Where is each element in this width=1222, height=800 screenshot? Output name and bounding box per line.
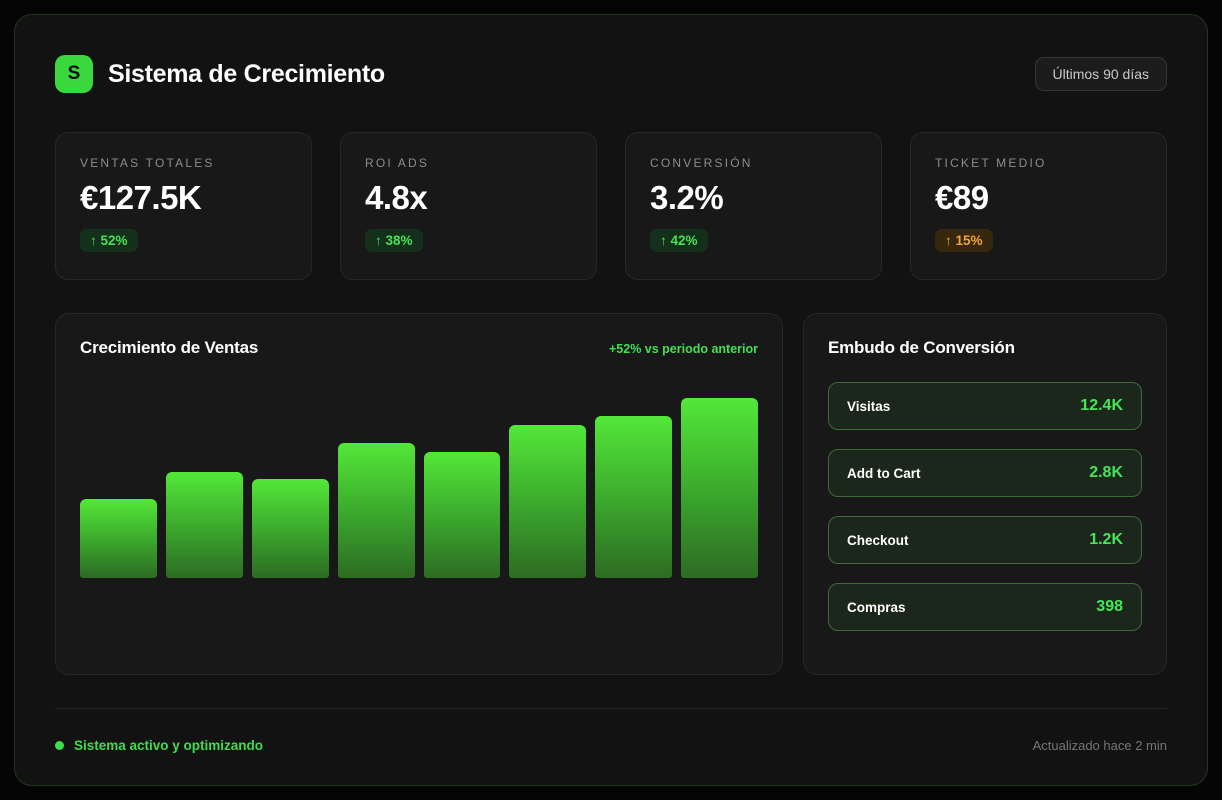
app-logo: S	[55, 55, 93, 93]
kpi-value: 4.8x	[365, 179, 428, 216]
funnel-stage-value: 398	[1096, 598, 1123, 615]
kpi-value: €127.5K	[80, 179, 202, 216]
status-text: Sistema activo y optimizando	[74, 738, 264, 753]
chart-bar	[423, 452, 501, 578]
status-dot-icon	[55, 741, 64, 750]
kpi-card-ventas-totales: VENTAS TOTALES €127.5K ↑ 52%	[55, 132, 312, 280]
funnel-stage-checkout: Checkout 1.2K	[828, 516, 1142, 564]
funnel-list: Visitas 12.4K Add to Cart 2.8K Checkout …	[828, 382, 1142, 631]
funnel-stage-visitas: Visitas 12.4K	[828, 382, 1142, 430]
funnel-stage-label: Checkout	[847, 532, 909, 548]
chart-bar	[681, 398, 758, 578]
footer: Sistema activo y optimizando Actualizado…	[55, 708, 1167, 753]
kpi-delta-badge: ↑ 52%	[80, 229, 138, 252]
kpi-label: VENTAS TOTALES	[80, 156, 215, 170]
chart-bar	[80, 498, 157, 578]
bar-chart	[80, 398, 758, 578]
kpi-card-ticket-medio: TICKET MEDIO €89 ↑ 15%	[910, 132, 1167, 280]
chart-bar	[509, 425, 587, 578]
chart-comparison-note: +52% vs periodo anterior	[608, 342, 758, 356]
sales-growth-panel: Crecimiento de Ventas +52% vs periodo an…	[55, 313, 783, 675]
kpi-label: CONVERSIÓN	[650, 156, 753, 170]
page-title: Sistema de Crecimiento	[108, 59, 385, 88]
dashboard-container: S Sistema de Crecimiento Últimos 90 días…	[14, 14, 1208, 786]
funnel-stage-label: Compras	[847, 599, 906, 615]
kpi-delta-badge: ↑ 42%	[650, 229, 708, 252]
kpi-value: 3.2%	[650, 179, 724, 216]
kpi-card-conversion: CONVERSIÓN 3.2% ↑ 42%	[625, 132, 882, 280]
kpi-row: VENTAS TOTALES €127.5K ↑ 52% ROI ADS 4.8…	[55, 132, 1167, 280]
funnel-stage-value: 12.4K	[1080, 397, 1123, 414]
chart-bar	[251, 479, 329, 578]
kpi-delta-badge: ↑ 15%	[935, 229, 993, 252]
funnel-stage-add-to-cart: Add to Cart 2.8K	[828, 449, 1142, 497]
kpi-label: TICKET MEDIO	[935, 156, 1047, 170]
funnel-stage-label: Add to Cart	[847, 465, 921, 481]
conversion-funnel-panel: Embudo de Conversión Visitas 12.4K Add t…	[803, 313, 1167, 675]
chart-bar	[337, 443, 415, 578]
funnel-stage-compras: Compras 398	[828, 583, 1142, 631]
kpi-card-roi-ads: ROI ADS 4.8x ↑ 38%	[340, 132, 597, 280]
chart-title: Crecimiento de Ventas	[80, 338, 259, 357]
chart-header: Crecimiento de Ventas +52% vs periodo an…	[80, 338, 758, 358]
header: S Sistema de Crecimiento Últimos 90 días	[55, 55, 1167, 93]
chart-bar	[165, 471, 243, 578]
chart-bar	[595, 416, 673, 578]
main-row: Crecimiento de Ventas +52% vs periodo an…	[55, 313, 1167, 675]
funnel-stage-label: Visitas	[847, 398, 891, 414]
date-range-button[interactable]: Últimos 90 días	[1034, 57, 1167, 91]
funnel-title: Embudo de Conversión	[828, 338, 1015, 357]
kpi-label: ROI ADS	[365, 156, 430, 170]
funnel-stage-value: 1.2K	[1089, 531, 1123, 548]
app-logo-letter: S	[67, 63, 81, 84]
last-updated-text: Actualizado hace 2 min	[1032, 738, 1167, 753]
kpi-value: €89	[935, 179, 989, 216]
kpi-delta-badge: ↑ 38%	[365, 229, 423, 252]
system-status: Sistema activo y optimizando	[55, 738, 263, 753]
funnel-stage-value: 2.8K	[1089, 464, 1123, 481]
